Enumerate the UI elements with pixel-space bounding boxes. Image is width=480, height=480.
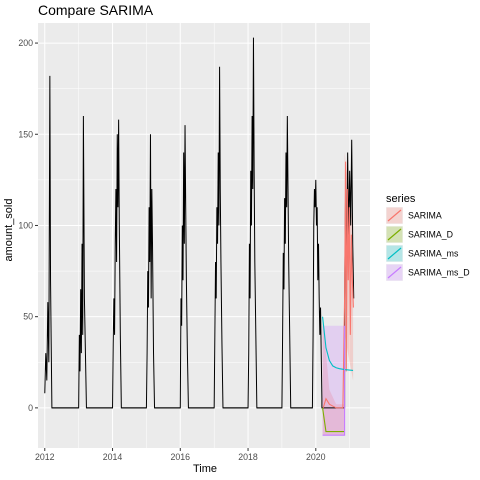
x-axis: 2012 2014 2016 2018 2020	[35, 448, 326, 462]
x-tick-label: 2018	[238, 452, 258, 462]
x-tick-label: 2012	[35, 452, 55, 462]
y-tick-label: 50	[23, 312, 33, 322]
y-tick-label: 100	[18, 220, 33, 230]
plot-panel	[38, 23, 370, 448]
series-line-sarima-d	[322, 407, 345, 433]
legend-label-sarima-d: SARIMA_D	[408, 230, 453, 240]
forecast-series	[322, 161, 354, 436]
y-axis-title: amount_sold	[3, 199, 15, 262]
x-tick-label: 2014	[103, 452, 123, 462]
legend-line-swatch-sarima-ms-d	[387, 266, 402, 279]
series-line-sarima	[322, 161, 354, 409]
legend-label-sarima-ms: SARIMA_ms	[408, 249, 459, 259]
y-tick-label: 0	[28, 403, 33, 413]
x-tick-label: 2020	[306, 452, 326, 462]
y-tick-label: 150	[18, 129, 33, 139]
x-axis-title: Time	[193, 463, 217, 475]
series-line-sarima-ms	[322, 316, 354, 372]
legend-label-sarima: SARIMA	[408, 211, 442, 221]
x-tick-label: 2016	[170, 452, 190, 462]
series-line-sarima-ms-d	[322, 325, 346, 436]
legend-title: series	[386, 193, 416, 205]
observed-series	[44, 37, 355, 409]
y-tick-label: 200	[18, 38, 33, 48]
legend-line-swatch-sarima-d	[387, 228, 402, 241]
legend: series SARIMA SARIMA_D SARIMA_ms SARIMA_ms_…	[386, 193, 470, 281]
legend-line-swatch-sarima	[387, 209, 402, 222]
chart-title: Compare SARIMA	[38, 2, 154, 18]
y-axis: 0 50 100 150 200	[18, 38, 38, 413]
legend-label-sarima-ms-d: SARIMA_ms_D	[408, 268, 470, 278]
observed-line	[44, 37, 355, 409]
legend-line-swatch-sarima-ms	[387, 247, 402, 260]
